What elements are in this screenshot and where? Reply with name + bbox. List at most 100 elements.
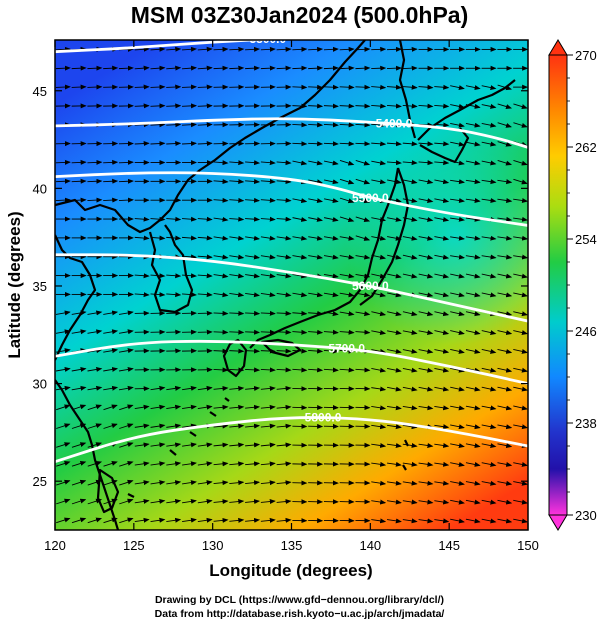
- wind-vector: [71, 404, 87, 411]
- wind-vector: [387, 216, 402, 222]
- wind-vector: [355, 103, 371, 109]
- wind-vector: [229, 65, 245, 71]
- wind-vector: [71, 159, 87, 165]
- wind-vector: [497, 122, 512, 128]
- y-axis-title: Latitude (degrees): [5, 211, 24, 358]
- wind-vector: [71, 65, 87, 71]
- wind-vector: [497, 518, 513, 524]
- wind-vector: [276, 254, 292, 260]
- wind-vector: [371, 311, 387, 317]
- wind-vector: [308, 329, 324, 335]
- wind-vector: [245, 179, 261, 184]
- wind-vector: [434, 424, 450, 430]
- wind-vector: [150, 46, 166, 52]
- wind-vector: [119, 404, 134, 411]
- wind-vector: [497, 424, 513, 430]
- wind-vector: [308, 84, 324, 90]
- wind-vector: [245, 65, 261, 71]
- wind-vector: [213, 367, 229, 373]
- wind-vector: [513, 386, 528, 392]
- wind-vector: [229, 329, 245, 335]
- wind-vector: [386, 480, 402, 486]
- wind-vector: [182, 517, 197, 523]
- wind-vector: [166, 141, 182, 147]
- wind-vector: [481, 424, 497, 430]
- wind-vector: [87, 385, 103, 391]
- wind-vector: [481, 160, 497, 166]
- wind-vector: [260, 197, 276, 203]
- colorbar-bottom-triangle: [548, 514, 568, 531]
- wind-vector: [276, 442, 292, 448]
- wind-vector: [103, 423, 118, 429]
- wind-vector: [276, 216, 292, 222]
- wind-vector: [402, 235, 418, 241]
- wind-vector: [371, 367, 387, 373]
- wind-vector: [497, 348, 513, 354]
- colorbar-tick-label: 262: [575, 140, 597, 155]
- wind-vector: [119, 442, 134, 448]
- wind-vector: [513, 235, 528, 241]
- wind-vector: [229, 235, 245, 241]
- wind-vector: [339, 348, 355, 354]
- wind-vector: [150, 480, 166, 486]
- wind-vector: [386, 424, 402, 430]
- wind-vector: [134, 235, 150, 241]
- wind-vector: [260, 292, 276, 298]
- wind-vector: [402, 518, 418, 524]
- wind-vector: [386, 103, 402, 109]
- wind-vector: [434, 141, 450, 147]
- wind-vector: [481, 367, 497, 373]
- wind-vector: [434, 273, 450, 279]
- wind-vector: [497, 103, 512, 109]
- wind-vector: [465, 330, 481, 335]
- wind-vector: [418, 292, 434, 298]
- wind-vector: [339, 46, 355, 52]
- wind-vector: [308, 141, 324, 147]
- wind-vector: [245, 160, 261, 166]
- wind-vector: [213, 273, 229, 279]
- wind-vector: [497, 179, 513, 185]
- wind-vector: [355, 329, 371, 335]
- wind-vector: [56, 461, 71, 467]
- wind-vector: [387, 386, 402, 392]
- wind-vector: [418, 179, 434, 185]
- wind-vector: [465, 348, 481, 354]
- wind-vector: [197, 273, 213, 279]
- wind-vector: [229, 461, 245, 467]
- wind-vector: [434, 103, 450, 109]
- wind-vector: [292, 141, 308, 147]
- wind-vector: [308, 46, 324, 52]
- wind-vector: [434, 443, 450, 448]
- wind-vector: [166, 292, 182, 298]
- drawing-credit: Drawing by DCL (https://www.gfd−dennou.o…: [154, 594, 445, 606]
- wind-vector: [386, 46, 402, 52]
- wind-vector: [339, 216, 355, 223]
- wind-vector: [308, 160, 323, 166]
- wind-vector: [245, 480, 261, 486]
- wind-vector: [402, 405, 418, 411]
- wind-vector: [276, 367, 292, 373]
- wind-vector: [450, 518, 465, 524]
- wind-vector: [150, 498, 166, 504]
- wind-vector: [465, 424, 481, 430]
- wind-vector: [229, 480, 245, 486]
- wind-vector: [260, 216, 276, 222]
- wind-vector: [513, 518, 528, 524]
- wind-vector: [434, 216, 450, 222]
- wind-vector: [308, 179, 323, 185]
- wind-vector: [213, 423, 229, 429]
- wind-vector: [292, 329, 308, 335]
- wind-vector: [465, 461, 481, 467]
- wind-vector: [276, 461, 292, 467]
- wind-vector: [245, 385, 261, 391]
- wind-vector: [166, 103, 182, 109]
- wind-vector: [166, 84, 182, 90]
- wind-vector: [450, 198, 465, 203]
- wind-vector: [150, 122, 166, 128]
- x-tick-label: 120: [44, 538, 66, 553]
- wind-vector: [134, 141, 150, 147]
- wind-vector: [134, 404, 150, 410]
- wind-vector: [134, 46, 150, 52]
- wind-vector: [134, 292, 150, 298]
- wind-vector: [497, 330, 513, 335]
